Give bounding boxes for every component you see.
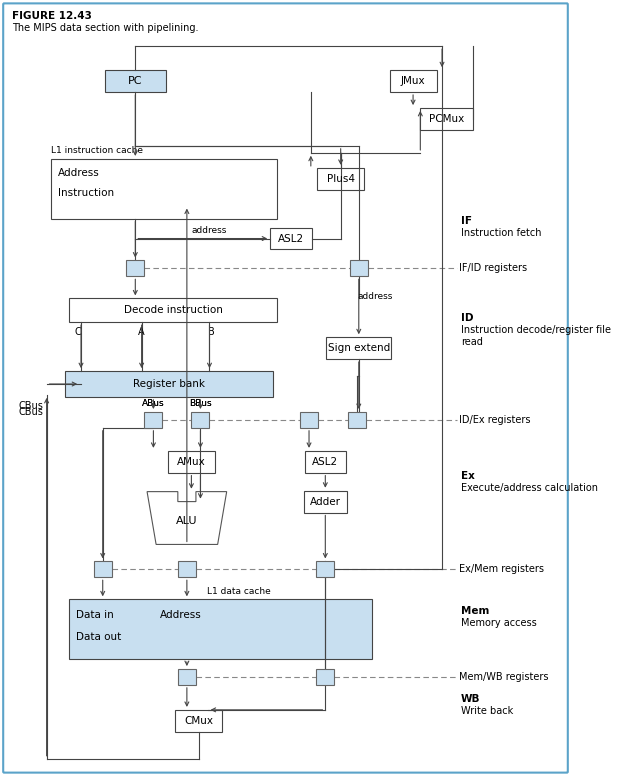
- Text: CBus: CBus: [18, 401, 43, 411]
- Text: Mem: Mem: [461, 606, 489, 616]
- Bar: [175, 710, 222, 732]
- Bar: [94, 561, 112, 577]
- Text: PCMux: PCMux: [429, 114, 464, 124]
- Text: Ex/Mem registers: Ex/Mem registers: [459, 564, 544, 574]
- Bar: [51, 159, 278, 219]
- Text: address: address: [357, 292, 392, 301]
- Text: The MIPS data section with pipelining.: The MIPS data section with pipelining.: [13, 23, 198, 33]
- Bar: [178, 561, 196, 577]
- Bar: [178, 669, 196, 685]
- Text: Data in: Data in: [77, 610, 114, 620]
- Text: IF: IF: [461, 216, 472, 226]
- Bar: [420, 108, 473, 130]
- Polygon shape: [147, 492, 227, 545]
- Text: Write back: Write back: [461, 706, 513, 715]
- Text: Instruction decode/register file: Instruction decode/register file: [461, 325, 611, 335]
- Bar: [144, 412, 163, 428]
- Text: WB: WB: [461, 694, 480, 704]
- Text: ALU: ALU: [176, 516, 198, 526]
- Text: Mem/WB registers: Mem/WB registers: [459, 672, 549, 682]
- Text: address: address: [192, 226, 227, 235]
- Bar: [326, 338, 391, 359]
- Text: Decode instruction: Decode instruction: [124, 305, 223, 315]
- Text: ABus: ABus: [142, 400, 165, 408]
- Bar: [317, 669, 334, 685]
- Bar: [317, 168, 364, 189]
- Bar: [350, 261, 368, 276]
- Text: Data out: Data out: [77, 632, 122, 642]
- Bar: [348, 412, 366, 428]
- Text: L1 instruction cache: L1 instruction cache: [51, 147, 143, 155]
- Text: A: A: [138, 327, 145, 338]
- Text: JMux: JMux: [401, 76, 425, 86]
- Text: Adder: Adder: [310, 497, 341, 507]
- FancyBboxPatch shape: [3, 3, 568, 773]
- Text: Execute/address calculation: Execute/address calculation: [461, 483, 598, 493]
- Text: FIGURE 12.43: FIGURE 12.43: [13, 12, 92, 22]
- Text: Instruction: Instruction: [58, 188, 114, 198]
- Text: ABus: ABus: [142, 400, 165, 408]
- Text: BBus: BBus: [189, 400, 212, 408]
- Bar: [69, 298, 278, 322]
- Text: ID: ID: [461, 314, 474, 324]
- Text: ASL2: ASL2: [312, 457, 338, 466]
- Text: ID/Ex registers: ID/Ex registers: [459, 415, 531, 425]
- Bar: [317, 561, 334, 577]
- Text: CMux: CMux: [184, 715, 213, 726]
- Bar: [270, 227, 311, 250]
- Bar: [65, 371, 273, 397]
- Bar: [126, 261, 144, 276]
- Text: B: B: [208, 327, 215, 338]
- Text: BBus: BBus: [189, 400, 212, 408]
- Text: read: read: [461, 337, 483, 347]
- Text: Address: Address: [58, 168, 100, 178]
- Bar: [168, 451, 215, 473]
- Bar: [389, 70, 436, 92]
- Bar: [104, 70, 166, 92]
- Text: CBus: CBus: [18, 407, 43, 417]
- Text: PC: PC: [128, 76, 143, 86]
- Text: AMux: AMux: [177, 457, 206, 466]
- Text: Instruction fetch: Instruction fetch: [461, 227, 541, 237]
- Text: ASL2: ASL2: [278, 234, 304, 244]
- Bar: [192, 412, 210, 428]
- Text: Sign extend: Sign extend: [328, 343, 390, 353]
- Text: Register bank: Register bank: [133, 379, 205, 389]
- Text: IF/ID registers: IF/ID registers: [459, 263, 528, 273]
- Bar: [305, 451, 346, 473]
- Bar: [300, 412, 318, 428]
- Bar: [69, 599, 372, 659]
- Text: Ex: Ex: [461, 471, 475, 480]
- Text: C: C: [74, 327, 81, 338]
- Text: Memory access: Memory access: [461, 618, 537, 628]
- Text: L1 data cache: L1 data cache: [207, 587, 271, 596]
- Bar: [303, 490, 347, 513]
- Text: Address: Address: [160, 610, 202, 620]
- Text: Plus4: Plus4: [327, 174, 355, 184]
